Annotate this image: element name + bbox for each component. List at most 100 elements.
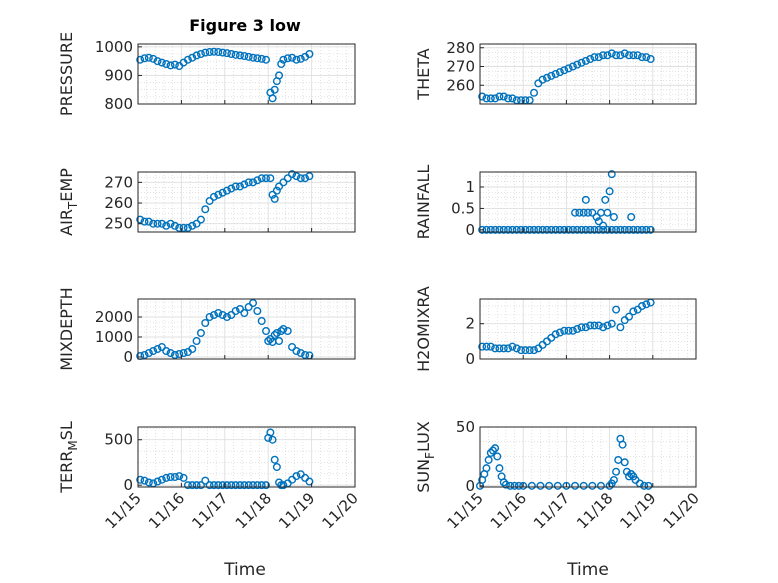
data-point (283, 174, 292, 183)
data-point (183, 223, 192, 232)
data-point (296, 174, 305, 183)
data-point (573, 225, 582, 234)
data-point (149, 54, 158, 63)
data-point (499, 225, 508, 234)
data-point (545, 481, 554, 490)
data-point (517, 346, 526, 355)
data-point (547, 333, 556, 342)
data-point (590, 225, 599, 234)
data-point (279, 481, 288, 490)
data-point (201, 319, 210, 328)
data-point (499, 478, 508, 487)
data-point (240, 309, 249, 318)
data-point (588, 481, 597, 490)
data-point (235, 182, 244, 191)
data-point (162, 221, 171, 230)
data-point (205, 481, 214, 490)
data-point (157, 475, 166, 484)
data-point (244, 178, 253, 187)
data-point (272, 186, 281, 195)
data-point (504, 225, 513, 234)
data-point (594, 225, 603, 234)
data-point (270, 331, 279, 340)
data-point (209, 311, 218, 320)
subplot-6: 0 2 H2OMIXRA (414, 286, 697, 372)
data-point (575, 208, 584, 217)
data-point (530, 346, 539, 355)
data-point (612, 225, 621, 234)
data-point (222, 481, 231, 490)
data-point (547, 225, 556, 234)
data-point (244, 52, 253, 61)
y-axis-label: THETA (414, 48, 433, 100)
data-point (205, 48, 214, 57)
data-point (581, 225, 590, 234)
data-point (170, 473, 179, 482)
data-point (183, 481, 192, 490)
data-point (249, 53, 258, 62)
data-point (629, 307, 638, 316)
data-point (616, 51, 625, 60)
x-tick-label: 11/15 (102, 489, 145, 532)
data-point (627, 470, 636, 479)
data-point (607, 319, 616, 328)
data-point (601, 195, 610, 204)
data-point (530, 88, 539, 97)
x-tick-label: 11/17 (188, 489, 231, 532)
data-point (166, 219, 175, 228)
data-point (577, 323, 586, 332)
data-point (272, 463, 281, 472)
data-point (586, 225, 595, 234)
data-point (638, 53, 647, 62)
data-point (568, 225, 577, 234)
data-point (257, 54, 266, 63)
data-point (153, 219, 162, 228)
data-point (175, 223, 184, 232)
data-point (188, 345, 197, 354)
y-tick-label: 50 (456, 418, 475, 436)
y-tick-label: 1 (465, 178, 475, 196)
data-point (504, 94, 513, 103)
data-point (227, 481, 236, 490)
data-point (607, 170, 616, 179)
data-point (201, 205, 210, 214)
data-point (620, 49, 629, 58)
data-point (301, 351, 310, 360)
data-point (493, 452, 502, 461)
y-tick-label: 900 (104, 66, 133, 84)
data-point (268, 435, 277, 444)
x-tick-label: 11/15 (444, 489, 487, 532)
series-markers (478, 170, 655, 234)
data-point (542, 73, 551, 82)
axes-box (137, 426, 356, 488)
data-point (577, 225, 586, 234)
data-point (514, 481, 523, 490)
y-axis-label: H2OMIXRA (414, 286, 433, 372)
y-axis-label-main: SUN (414, 459, 433, 493)
data-point (249, 481, 258, 490)
data-point (249, 178, 258, 187)
data-point (270, 194, 279, 203)
data-point (166, 61, 175, 70)
data-point (275, 182, 284, 191)
data-point (491, 344, 500, 353)
data-point (594, 53, 603, 62)
series-markers (136, 47, 314, 103)
data-point (588, 208, 597, 217)
data-point (562, 481, 571, 490)
data-point (253, 481, 262, 490)
data-point (627, 212, 636, 221)
data-point (296, 349, 305, 358)
y-tick-label: 2000 (95, 308, 133, 326)
data-point (618, 440, 627, 449)
data-point (244, 303, 253, 312)
x-tick-label: 11/18 (232, 489, 275, 532)
data-point (612, 467, 621, 476)
data-point (486, 342, 495, 351)
data-point (136, 55, 145, 64)
data-point (560, 225, 569, 234)
data-point (140, 476, 149, 485)
data-point (586, 321, 595, 330)
data-point (495, 464, 504, 473)
series-markers (478, 49, 655, 105)
